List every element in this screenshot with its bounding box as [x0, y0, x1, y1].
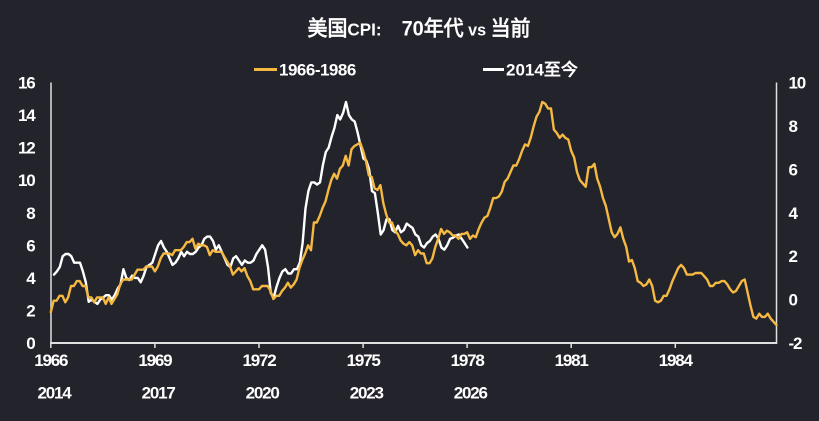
svg-text:2: 2 [789, 247, 798, 266]
svg-text:8: 8 [26, 204, 35, 223]
svg-text:6: 6 [26, 236, 35, 255]
svg-text:0: 0 [26, 334, 35, 353]
svg-text:1981: 1981 [555, 351, 589, 370]
svg-text:1966: 1966 [34, 351, 68, 370]
svg-text:0: 0 [789, 291, 798, 310]
svg-text:8: 8 [789, 117, 798, 136]
svg-text:美国CPI:70年代 vs 当前: 美国CPI: 70年代 vs 当前 [308, 16, 531, 41]
svg-text:2017: 2017 [142, 384, 176, 403]
svg-text:2020: 2020 [246, 384, 280, 403]
svg-text:6: 6 [789, 160, 798, 179]
svg-text:12: 12 [18, 139, 35, 158]
svg-text:1969: 1969 [138, 351, 172, 370]
svg-text:1978: 1978 [451, 351, 485, 370]
svg-text:16: 16 [18, 74, 35, 93]
svg-text:2014至今: 2014至今 [506, 60, 578, 80]
svg-text:1966-1986: 1966-1986 [279, 61, 356, 80]
svg-text:10: 10 [18, 171, 35, 190]
svg-text:1975: 1975 [347, 351, 381, 370]
svg-text:4: 4 [26, 269, 36, 288]
svg-text:4: 4 [789, 204, 799, 223]
svg-text:1984: 1984 [659, 351, 694, 370]
svg-text:2026: 2026 [454, 384, 488, 403]
svg-text:2023: 2023 [350, 384, 384, 403]
svg-text:1972: 1972 [242, 351, 276, 370]
svg-text:14: 14 [18, 106, 36, 125]
svg-text:2014: 2014 [37, 384, 72, 403]
svg-text:-2: -2 [789, 334, 802, 353]
svg-text:10: 10 [789, 74, 806, 93]
svg-text:2: 2 [26, 301, 35, 320]
